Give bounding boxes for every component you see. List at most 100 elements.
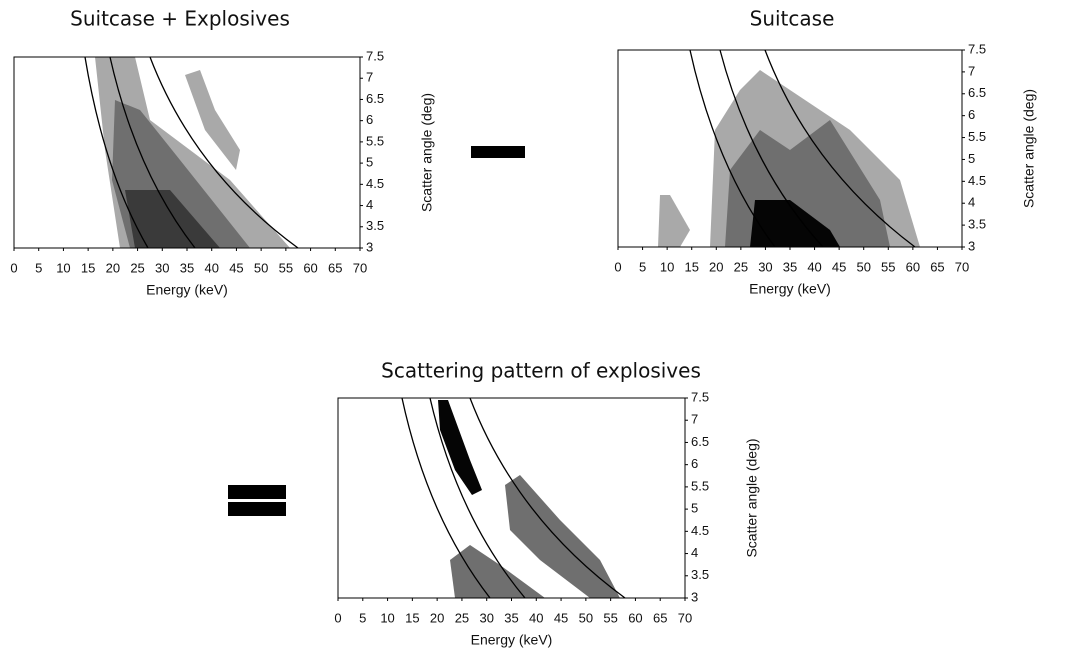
x-tick-label: 5 xyxy=(639,259,646,274)
x-tick-label: 15 xyxy=(684,259,698,274)
y-tick-label: 3 xyxy=(691,589,698,604)
curve xyxy=(401,397,491,599)
y-tick-label: 5 xyxy=(968,151,975,166)
x-tick-label: 0 xyxy=(10,260,17,275)
curve xyxy=(84,56,149,249)
x-axis-label: Energy (keV) xyxy=(146,282,228,298)
x-tick-label: 60 xyxy=(303,260,317,275)
x-tick-label: 30 xyxy=(758,259,772,274)
y-axis-label: Scatter angle (deg) xyxy=(1021,89,1037,208)
x-tick-label: 70 xyxy=(678,610,692,625)
x-tick-label: 25 xyxy=(130,260,144,275)
y-tick-label: 5.5 xyxy=(968,129,986,144)
equals-sign xyxy=(228,485,286,499)
y-tick-label: 3 xyxy=(366,239,373,254)
x-tick-label: 40 xyxy=(204,260,218,275)
y-tick-label: 6 xyxy=(968,107,975,122)
chart-title: Scattering pattern of explosives xyxy=(381,359,701,383)
region xyxy=(438,400,482,495)
x-tick-label: 10 xyxy=(380,610,394,625)
region xyxy=(505,475,620,598)
y-tick-label: 7.5 xyxy=(366,48,384,63)
x-tick-label: 60 xyxy=(906,259,920,274)
x-tick-label: 15 xyxy=(405,610,419,625)
curve xyxy=(429,397,526,599)
x-tick-label: 55 xyxy=(881,259,895,274)
x-tick-label: 65 xyxy=(653,610,667,625)
x-tick-label: 25 xyxy=(455,610,469,625)
x-tick-label: 45 xyxy=(554,610,568,625)
x-tick-label: 10 xyxy=(56,260,70,275)
y-tick-label: 5 xyxy=(366,155,373,170)
y-tick-label: 3 xyxy=(968,238,975,253)
x-tick-label: 5 xyxy=(359,610,366,625)
x-tick-label: 10 xyxy=(660,259,674,274)
x-tick-label: 0 xyxy=(614,259,621,274)
region xyxy=(658,195,690,247)
x-tick-label: 50 xyxy=(856,259,870,274)
y-tick-label: 5 xyxy=(691,501,698,516)
y-tick-label: 6.5 xyxy=(366,91,384,106)
x-tick-label: 65 xyxy=(328,260,342,275)
x-tick-label: 20 xyxy=(430,610,444,625)
curve xyxy=(149,56,299,249)
x-tick-label: 45 xyxy=(229,260,243,275)
y-tick-label: 4.5 xyxy=(691,523,709,538)
y-tick-label: 4 xyxy=(691,545,698,560)
y-tick-label: 6.5 xyxy=(968,85,986,100)
y-tick-label: 6 xyxy=(691,456,698,471)
x-tick-label: 20 xyxy=(709,259,723,274)
x-tick-label: 40 xyxy=(807,259,821,274)
x-tick-label: 35 xyxy=(783,259,797,274)
x-tick-label: 25 xyxy=(734,259,748,274)
y-tick-label: 3.5 xyxy=(366,218,384,233)
x-tick-label: 50 xyxy=(579,610,593,625)
y-tick-label: 4 xyxy=(968,195,975,210)
x-tick-label: 65 xyxy=(930,259,944,274)
y-tick-label: 7.5 xyxy=(691,389,709,404)
x-tick-label: 70 xyxy=(353,260,367,275)
y-tick-label: 5.5 xyxy=(691,478,709,493)
y-axis-label: Scatter angle (deg) xyxy=(744,438,760,557)
x-tick-label: 55 xyxy=(603,610,617,625)
y-tick-label: 6.5 xyxy=(691,434,709,449)
x-tick-label: 5 xyxy=(35,260,42,275)
chart-title: Suitcase xyxy=(750,7,835,31)
region xyxy=(185,70,240,170)
x-tick-label: 30 xyxy=(479,610,493,625)
y-tick-label: 5.5 xyxy=(366,133,384,148)
curve xyxy=(764,49,916,248)
contour-regions xyxy=(95,57,920,598)
y-tick-label: 3.5 xyxy=(691,567,709,582)
x-tick-label: 60 xyxy=(628,610,642,625)
y-tick-label: 7.5 xyxy=(968,41,986,56)
curve xyxy=(689,49,776,248)
x-tick-label: 45 xyxy=(832,259,846,274)
x-tick-label: 40 xyxy=(529,610,543,625)
y-tick-label: 7 xyxy=(366,70,373,85)
y-axis-label: Scatter angle (deg) xyxy=(419,93,435,212)
chart-title: Suitcase + Explosives xyxy=(70,7,290,31)
x-tick-label: 55 xyxy=(279,260,293,275)
minus-sign xyxy=(471,146,525,158)
y-tick-label: 4.5 xyxy=(968,173,986,188)
region xyxy=(125,190,220,248)
x-axis-label: Energy (keV) xyxy=(749,281,831,297)
x-tick-label: 0 xyxy=(334,610,341,625)
region xyxy=(750,200,840,247)
x-tick-label: 20 xyxy=(106,260,120,275)
x-tick-label: 35 xyxy=(504,610,518,625)
x-tick-label: 50 xyxy=(254,260,268,275)
y-tick-label: 6 xyxy=(366,112,373,127)
x-tick-label: 35 xyxy=(180,260,194,275)
equals-sign xyxy=(228,502,286,516)
curve xyxy=(469,397,626,599)
x-tick-label: 15 xyxy=(81,260,95,275)
region xyxy=(450,545,545,598)
y-tick-label: 7 xyxy=(691,412,698,427)
reference-curves xyxy=(84,49,916,599)
x-tick-label: 70 xyxy=(955,259,969,274)
y-tick-label: 4.5 xyxy=(366,176,384,191)
y-tick-label: 3.5 xyxy=(968,217,986,232)
